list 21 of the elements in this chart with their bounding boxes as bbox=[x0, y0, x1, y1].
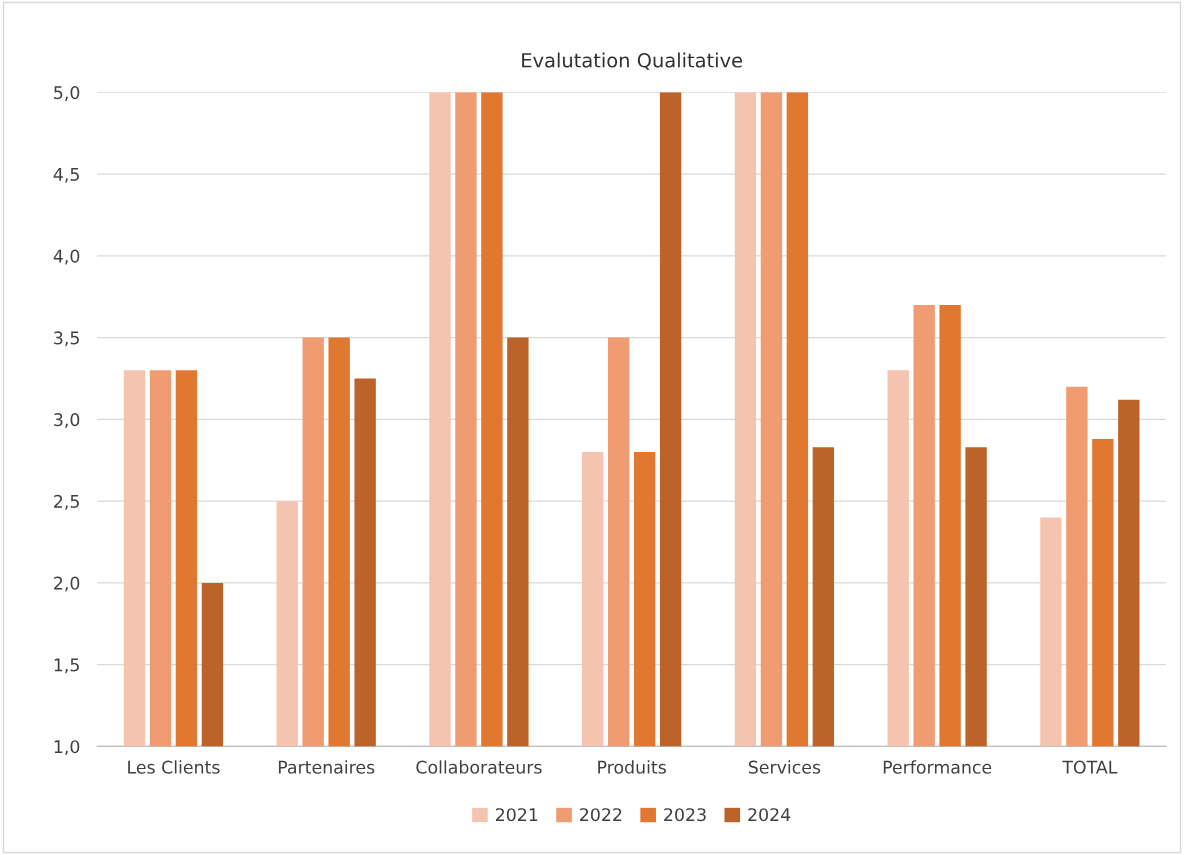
x-tick-label: Services bbox=[748, 760, 821, 774]
y-tick-label: 2,0 bbox=[54, 576, 80, 592]
x-tick-label: Les Clients bbox=[128, 760, 220, 774]
y-tick-label: 3,5 bbox=[54, 331, 79, 347]
legend-label: 2022 bbox=[580, 808, 622, 822]
x-tick-label: TOTAL bbox=[1062, 760, 1118, 774]
y-tick-label: 1,0 bbox=[54, 740, 80, 756]
legend-label: 2021 bbox=[495, 808, 538, 822]
x-tick-label: Partenaires bbox=[278, 760, 375, 774]
x-tick-label: Collaborateurs bbox=[416, 760, 542, 774]
x-tick-label: Performance bbox=[883, 760, 992, 774]
y-tick-label: 4,5 bbox=[53, 168, 79, 183]
y-tick-label: 3,0 bbox=[54, 413, 80, 428]
y-tick-label: 2,5 bbox=[54, 494, 79, 510]
y-tick-label: 4,0 bbox=[53, 249, 80, 265]
chart-title: Evalutation Qualitative bbox=[522, 52, 743, 70]
legend-label: 2024 bbox=[748, 808, 791, 822]
y-tick-label: 1,5 bbox=[54, 658, 79, 674]
x-tick-label: Produits bbox=[598, 760, 666, 774]
y-tick-label: 5,0 bbox=[54, 86, 80, 101]
legend-label: 2023 bbox=[664, 808, 706, 822]
